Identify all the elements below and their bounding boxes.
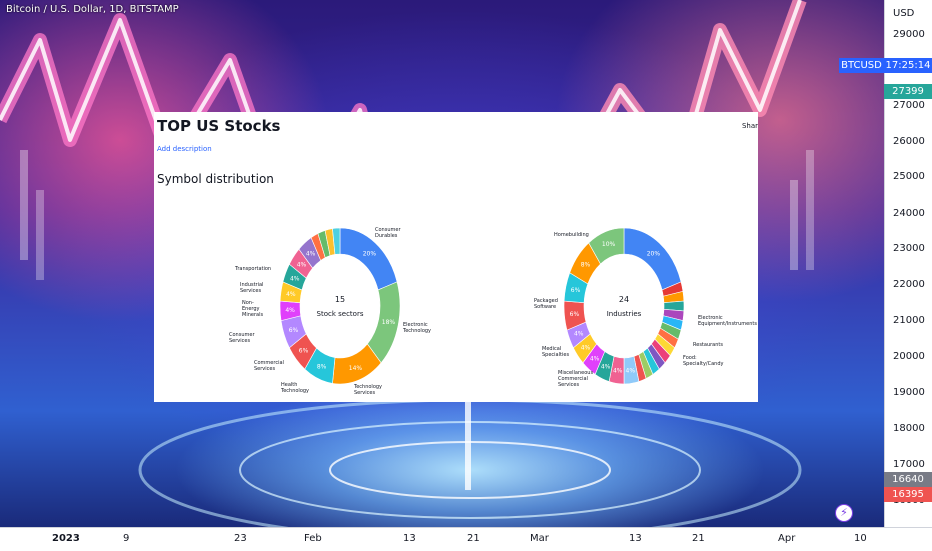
price-scale[interactable]: USD 29000 28000 27000 26000 25000 24000 … (884, 0, 932, 527)
sector-label: Commercial Services (254, 360, 284, 372)
price-tick: 21000 (893, 315, 925, 326)
sector-label: Technology Services (354, 384, 383, 396)
price-mark-label: 16395 (884, 487, 932, 502)
price-tick: 24000 (893, 208, 925, 219)
industry-label: Medical Specialties (542, 346, 570, 358)
industry-label: Homebuilding (554, 232, 589, 238)
industries-slice-label: 4% (574, 331, 584, 338)
time-tick: Mar (530, 533, 549, 544)
industries-slice-label: 10% (602, 241, 616, 248)
currency-label: USD (893, 8, 915, 19)
industries-slice-label: 4% (626, 367, 636, 374)
sector-label: Consumer Durables (375, 227, 401, 239)
add-description-link[interactable]: Add description (157, 145, 212, 153)
sectors-slice-label: 4% (286, 291, 296, 298)
price-tick: 19000 (893, 387, 925, 398)
industries-slice[interactable] (588, 227, 625, 265)
last-price-label: 27399 (884, 84, 932, 99)
sector-label: Electronic Technology (403, 322, 432, 334)
industries-slice-label: 4% (601, 363, 611, 370)
time-tick: 9 (123, 533, 130, 544)
industries-slice-label: 6% (570, 311, 580, 318)
sectors-slice-label: 4% (306, 250, 316, 257)
countdown-label: 17:25:14 (884, 58, 932, 73)
price-tick: 23000 (893, 243, 925, 254)
industry-label: Miscellaneous Commercial Services (558, 370, 594, 388)
idea-panel: TOP US Stocks Shar Add description Symbo… (154, 112, 758, 402)
industries-donut-chart: 20%4%4%4%4%4%4%6%6%8%10% 24 Industries (564, 227, 684, 384)
industry-label: Packaged Software (534, 298, 558, 310)
time-tick: Apr (778, 533, 796, 544)
price-tick: 17000 (893, 459, 925, 470)
sectors-slice-label: 6% (289, 327, 299, 334)
sectors-slice[interactable] (332, 227, 341, 255)
time-tick: 23 (234, 533, 247, 544)
industry-label: Restaurants (693, 342, 723, 348)
sectors-slice-label: 18% (382, 319, 396, 326)
price-tick: 27000 (893, 100, 925, 111)
industries-slice-label: 4% (581, 344, 591, 351)
industries-slice-label: 4% (613, 367, 623, 374)
time-tick: 10 (854, 533, 867, 544)
industry-label: Electronic Equipment/Instruments (698, 315, 757, 327)
sectors-slice-label: 8% (317, 363, 327, 370)
industries-slice-label: 20% (647, 250, 661, 257)
industries-count: 24 (619, 295, 629, 304)
sectors-slice-label: 6% (299, 347, 309, 354)
industry-label: Food: Specialty/Candy (683, 355, 724, 367)
price-tick: 25000 (893, 171, 925, 182)
lightning-icon[interactable]: ⚡ (835, 504, 853, 522)
time-tick: 21 (692, 533, 705, 544)
price-tick: 18000 (893, 423, 925, 434)
price-tick: 20000 (893, 351, 925, 362)
sectors-slice-label: 14% (349, 365, 363, 372)
sector-label: Transportation (235, 266, 272, 272)
symbol-badge[interactable]: BTCUSD (839, 58, 884, 73)
panel-title: TOP US Stocks (157, 117, 281, 135)
industries-slice-label: 4% (590, 356, 600, 363)
time-tick: 21 (467, 533, 480, 544)
price-tick: 26000 (893, 136, 925, 147)
sectors-slice-label: 20% (363, 250, 377, 257)
sector-label: Non- Energy Minerals (242, 300, 264, 318)
sectors-count: 15 (335, 295, 345, 304)
time-axis[interactable]: 2023 9 23 Feb 13 21 Mar 13 21 Apr 10 (0, 527, 932, 551)
price-mark-label: 16640 (884, 472, 932, 487)
sectors-slice-label: 4% (290, 275, 300, 282)
sector-label: Industrial Services (240, 282, 264, 294)
time-tick: 13 (629, 533, 642, 544)
industries-slice[interactable] (623, 227, 682, 291)
industries-caption: Industries (607, 310, 642, 318)
section-title: Symbol distribution (157, 172, 274, 186)
symbol-title[interactable]: Bitcoin / U.S. Dollar, 1D, BITSTAMP (6, 4, 179, 15)
sector-label: Health Technology (281, 382, 310, 394)
industries-slice-label: 8% (581, 262, 591, 269)
sector-label: Consumer Services (229, 332, 255, 344)
sectors-slice-label: 4% (285, 307, 295, 314)
share-button[interactable]: Shar (741, 122, 758, 130)
sectors-caption: Stock sectors (317, 310, 364, 318)
sectors-donut-chart: 20% 18% 14% 8% 6% 6% 4% 4% 4% 4% 4% 15 Stock secto… (280, 227, 400, 384)
time-tick: 2023 (52, 533, 80, 544)
price-tick: 22000 (893, 279, 925, 290)
time-tick: 13 (403, 533, 416, 544)
industries-slice-label: 6% (571, 287, 581, 294)
price-tick: 29000 (893, 29, 925, 40)
sectors-slice-label: 4% (297, 262, 307, 269)
time-tick: Feb (304, 533, 322, 544)
